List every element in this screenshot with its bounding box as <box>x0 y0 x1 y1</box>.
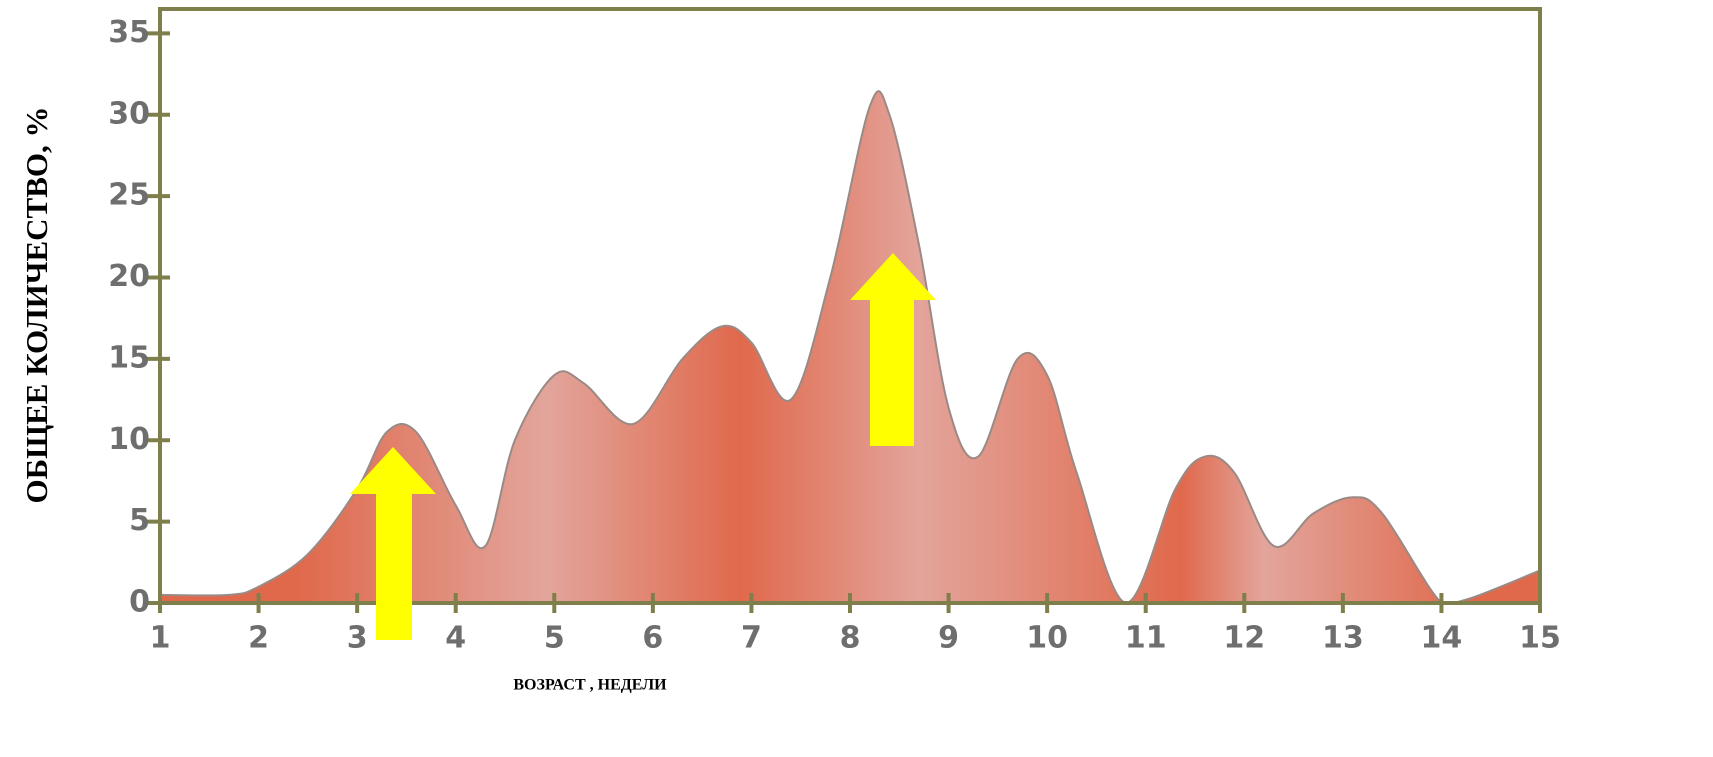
x-tick-label: 10 <box>1026 621 1068 656</box>
arrow <box>350 447 436 640</box>
x-tick-label: 7 <box>741 621 762 656</box>
x-tick-label: 2 <box>248 621 269 656</box>
x-tick-label: 9 <box>938 621 959 656</box>
x-tick-label: 12 <box>1223 621 1265 656</box>
y-tick-label: 25 <box>108 178 150 213</box>
y-tick-label: 5 <box>129 503 150 538</box>
y-tick-label: 35 <box>108 15 150 50</box>
y-tick-label: 0 <box>129 585 150 620</box>
area <box>160 91 1540 603</box>
x-tick-label: 6 <box>642 621 663 656</box>
x-axis-title: ВОЗРАСТ , НЕДЕЛИ <box>513 677 667 694</box>
x-tick-label: 4 <box>445 621 466 656</box>
x-tick-label: 14 <box>1421 621 1463 656</box>
y-tick-label: 30 <box>108 96 150 131</box>
x-tick-label: 13 <box>1322 621 1364 656</box>
x-tick-label: 15 <box>1519 621 1561 656</box>
x-tick-label: 1 <box>150 621 171 656</box>
x-tick-label: 8 <box>840 621 861 656</box>
arrow <box>850 253 936 446</box>
x-tick-label: 5 <box>544 621 565 656</box>
area-line <box>159 90 1541 605</box>
y-axis-title: ОБЩЕЕ КОЛИЧЕСТВО, % <box>19 106 54 503</box>
y-tick-label: 15 <box>108 340 150 375</box>
x-tick-label: 3 <box>347 621 368 656</box>
x-tick-label: 11 <box>1125 621 1167 656</box>
y-tick-label: 20 <box>108 259 150 294</box>
y-tick-label: 10 <box>108 422 150 457</box>
